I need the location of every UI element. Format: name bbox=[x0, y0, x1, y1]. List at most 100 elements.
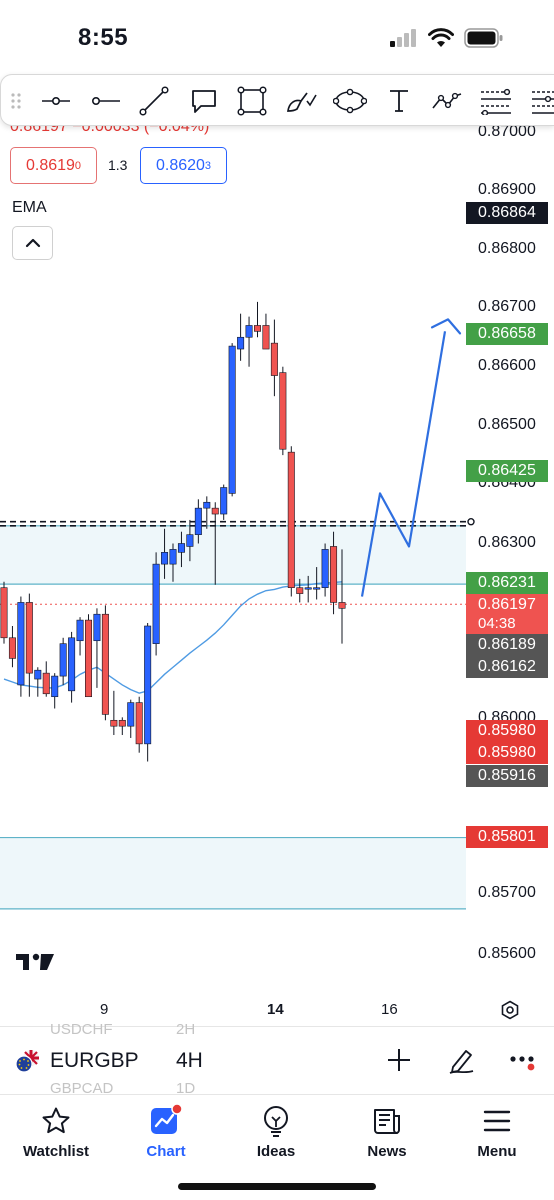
price-tag: 0.86658 bbox=[466, 323, 548, 345]
chart-settings-icon[interactable] bbox=[500, 1000, 520, 1020]
candle-body bbox=[237, 336, 245, 350]
price-axis-label: 0.87000 bbox=[478, 123, 536, 140]
projection-path bbox=[360, 331, 447, 597]
price-tag: 0.85980 bbox=[466, 742, 548, 764]
nav-ideas[interactable]: Ideas bbox=[226, 1103, 326, 1160]
candle-body bbox=[59, 643, 67, 677]
nav-menu[interactable]: Menu bbox=[447, 1103, 547, 1160]
ema-indicator-label[interactable]: EMA bbox=[12, 199, 47, 216]
horizontal-line-icon[interactable] bbox=[89, 85, 123, 117]
ema-line bbox=[3, 581, 343, 694]
status-time: 8:55 bbox=[78, 24, 129, 51]
cellular-signal-icon bbox=[390, 29, 416, 47]
add-icon[interactable] bbox=[386, 1047, 412, 1073]
level-handle bbox=[467, 517, 475, 526]
nav-chart[interactable]: Chart bbox=[116, 1103, 216, 1160]
timeframe-selector[interactable]: 4H bbox=[176, 1049, 203, 1072]
fib-extension-icon[interactable] bbox=[527, 85, 554, 117]
candle-body bbox=[17, 602, 25, 686]
horizontal-ray-icon[interactable] bbox=[39, 85, 73, 117]
brush-icon[interactable] bbox=[284, 85, 318, 117]
candle-body bbox=[338, 602, 346, 609]
price-tag: 0.86231 bbox=[466, 572, 548, 594]
bottom-navigation: Watchlist Chart Ideas bbox=[0, 1094, 554, 1200]
candle-body bbox=[220, 487, 228, 515]
candle-body bbox=[110, 719, 118, 727]
price-axis-label: 0.85700 bbox=[478, 884, 536, 901]
status-icons bbox=[390, 28, 504, 48]
projection-arrowhead bbox=[430, 318, 462, 335]
rectangle-icon[interactable] bbox=[235, 85, 269, 117]
candle-body bbox=[321, 549, 329, 588]
news-icon bbox=[374, 1109, 400, 1134]
nav-chart-label: Chart bbox=[146, 1143, 186, 1160]
candle-body bbox=[254, 325, 262, 332]
nav-menu-label: Menu bbox=[477, 1143, 517, 1160]
time-tick-16: 16 bbox=[381, 1001, 398, 1018]
candlestick-chart[interactable] bbox=[0, 118, 554, 1022]
sell-price-button[interactable]: 0.8619 0 bbox=[10, 147, 97, 184]
candle-body bbox=[34, 669, 42, 680]
price-axis-label: 0.86500 bbox=[478, 416, 536, 433]
candle-body bbox=[186, 534, 194, 547]
candle-body bbox=[296, 587, 304, 594]
candle-body bbox=[161, 552, 169, 565]
fib-retracement-icon[interactable] bbox=[479, 85, 513, 117]
candle-countdown: 04:38 bbox=[478, 615, 516, 632]
price-axis-label: 0.86300 bbox=[478, 534, 536, 551]
price-tag: 0.85801 bbox=[466, 826, 548, 848]
nav-watchlist[interactable]: Watchlist bbox=[6, 1103, 106, 1160]
buy-price-button[interactable]: 0.8620 3 bbox=[140, 147, 227, 184]
candle-body bbox=[25, 602, 33, 674]
drag-handle-icon[interactable] bbox=[1, 85, 31, 117]
price-tag: 0.86425 bbox=[466, 460, 548, 482]
candle-body bbox=[270, 342, 278, 376]
candle-body bbox=[93, 613, 101, 642]
candle-body bbox=[42, 672, 50, 695]
chart-area[interactable] bbox=[0, 118, 554, 1022]
prev-symbol[interactable]: USDCHF bbox=[50, 1021, 113, 1038]
star-icon bbox=[42, 1107, 70, 1134]
candle-body bbox=[152, 563, 160, 644]
candle-body bbox=[304, 587, 312, 590]
candle-body bbox=[101, 613, 109, 715]
ellipse-icon[interactable] bbox=[333, 85, 367, 117]
prev-timeframe[interactable]: 2H bbox=[176, 1021, 196, 1038]
candle-body bbox=[135, 702, 143, 745]
trend-line-icon[interactable] bbox=[137, 85, 171, 117]
candle-body bbox=[118, 719, 126, 727]
candle-body bbox=[127, 702, 135, 727]
path-icon[interactable] bbox=[430, 85, 464, 117]
sell-price-fraction: 0 bbox=[74, 159, 82, 172]
buy-price: 0.8620 bbox=[155, 156, 205, 174]
candle-body bbox=[177, 543, 185, 553]
symbol-name[interactable]: EURGBP bbox=[50, 1049, 139, 1072]
chart-icon bbox=[151, 1104, 183, 1134]
next-symbol[interactable]: GBPCAD bbox=[50, 1080, 114, 1097]
nav-watchlist-label: Watchlist bbox=[22, 1143, 90, 1160]
more-options-icon[interactable] bbox=[509, 1053, 539, 1073]
drawing-pen-icon[interactable] bbox=[447, 1047, 475, 1075]
text-tool-icon[interactable] bbox=[382, 85, 416, 117]
callout-icon[interactable] bbox=[187, 85, 221, 117]
spread-value: 1.3 bbox=[108, 157, 128, 173]
price-axis-label: 0.86600 bbox=[478, 357, 536, 374]
price-tag: 0.86197 04:38 bbox=[466, 594, 548, 634]
price-axis-label: 0.86700 bbox=[478, 298, 536, 315]
candle-body bbox=[76, 619, 84, 642]
eu-gb-flag-icon bbox=[15, 1050, 39, 1073]
candle-body bbox=[8, 637, 16, 659]
home-indicator bbox=[178, 1183, 376, 1190]
chevron-up-icon bbox=[25, 238, 40, 248]
supply-demand-zone bbox=[0, 525, 466, 585]
drawing-toolbar bbox=[0, 74, 554, 126]
collapse-legend-button[interactable] bbox=[12, 226, 53, 260]
price-tag: 0.86189 bbox=[466, 634, 548, 656]
candle-body bbox=[287, 451, 295, 588]
nav-news[interactable]: News bbox=[337, 1103, 437, 1160]
symbol-bar: USDCHF EURGBP GBPCAD 2H 4H 1D bbox=[0, 1021, 554, 1097]
candle-body bbox=[85, 619, 93, 698]
time-axis[interactable]: 9 14 16 bbox=[0, 995, 554, 1025]
next-timeframe[interactable]: 1D bbox=[176, 1080, 196, 1097]
supply-demand-zone bbox=[0, 837, 466, 909]
